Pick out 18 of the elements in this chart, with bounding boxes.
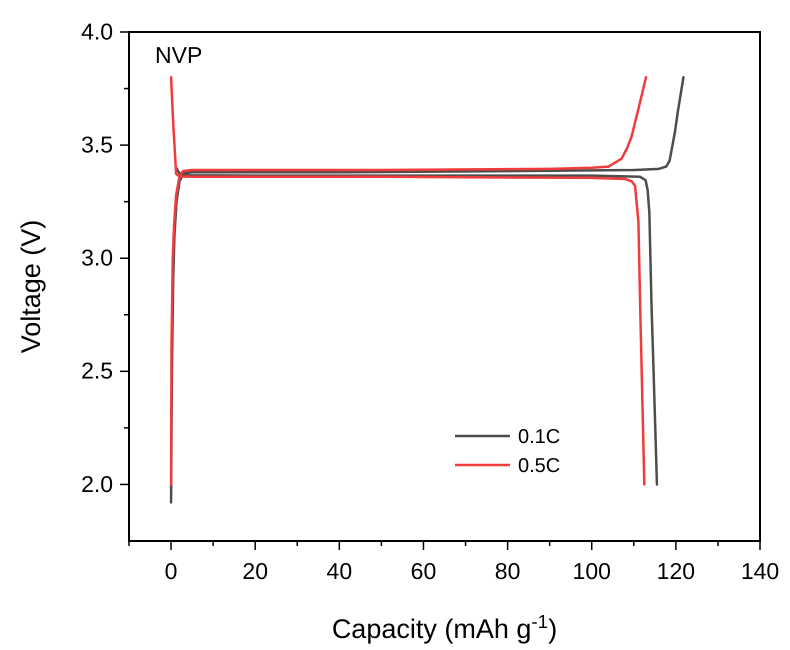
annotation: NVP xyxy=(155,42,202,68)
x-tick-label: 140 xyxy=(740,558,780,584)
y-tick-label: 3.0 xyxy=(81,244,114,271)
y-tick-label: 2.5 xyxy=(81,358,114,384)
x-tick-label: 40 xyxy=(326,558,352,584)
x-tick-label: 20 xyxy=(242,558,268,584)
x-axis-title: Capacity (mAh g$^{-1}$) xyxy=(332,612,558,644)
x-tick-label: 80 xyxy=(494,558,520,584)
y-tick-label: 3.5 xyxy=(81,131,114,158)
legend-label: 0.5C xyxy=(518,455,560,477)
x-tick-label: 120 xyxy=(656,558,696,584)
x-tick-label: 100 xyxy=(572,558,611,584)
y-tick-label: 4.0 xyxy=(81,18,114,44)
legend-label: 0.1C xyxy=(518,426,560,448)
y-tick-label: 2.0 xyxy=(81,470,114,497)
x-tick-label: 0 xyxy=(164,558,178,584)
y-axis-title: Voltage (V) xyxy=(16,220,46,354)
x-tick-label: 60 xyxy=(410,558,436,584)
